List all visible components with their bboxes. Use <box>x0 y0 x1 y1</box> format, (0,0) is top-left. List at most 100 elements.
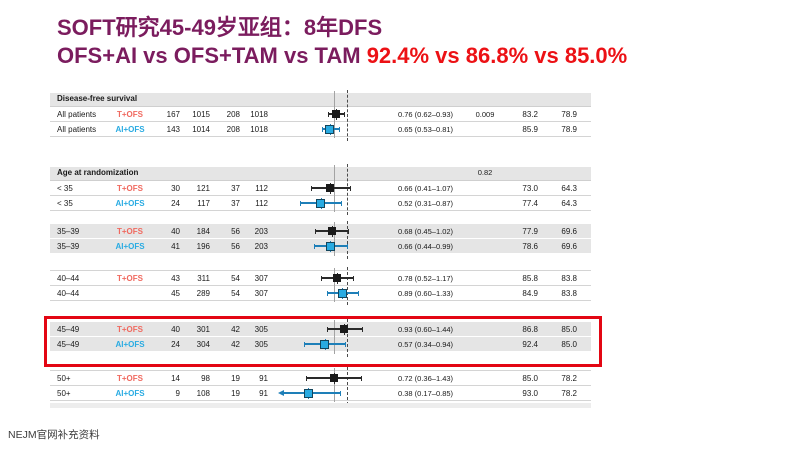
events-treatment: 14 <box>171 373 180 383</box>
slide-title: SOFT研究45-49岁亚组：8年DFS OFS+AI vs OFS+TAM v… <box>57 14 627 70</box>
events-control: 208 <box>226 124 240 134</box>
pct-8yr-treatment: 77.4 <box>522 198 538 208</box>
forest-row: < 35 AI+OFS 24 117 37 112 0.52 (0.31–0.8… <box>50 196 591 211</box>
p-interaction: 0.82 <box>477 168 493 177</box>
hazard-ratio-ci: 0.65 (0.53–0.81) <box>398 124 454 134</box>
forest-row: 50+ T+OFS 14 98 19 91 0.72 (0.36–1.43) 8… <box>50 370 591 386</box>
pct-8yr-treatment: 83.2 <box>522 109 538 119</box>
reference-line-hr1 <box>347 221 348 259</box>
overall-effect-line <box>334 368 335 402</box>
pct-8yr-treatment: 73.0 <box>522 183 538 193</box>
forest-section: Age at randomization 0.82 < 35 T+OFS 30 1… <box>50 164 591 215</box>
events-treatment: 43 <box>171 273 180 283</box>
forest-row: < 35 T+OFS 30 121 37 112 0.66 (0.41–1.07… <box>50 181 591 196</box>
ci-endcap <box>314 243 316 249</box>
highlight-box-45-49 <box>44 316 602 367</box>
forest-section: 45–49 T+OFS 40 301 42 305 0.93 (0.60–1.4… <box>50 319 591 357</box>
forest-row: 40–44 45 289 54 307 0.89 (0.60–1.33) 84.… <box>50 286 591 301</box>
pct-8yr-treatment: 92.4 <box>522 339 538 349</box>
section-title: Disease-free survival <box>57 94 138 103</box>
forest-section: 50+ T+OFS 14 98 19 91 0.72 (0.36–1.43) 8… <box>50 367 591 405</box>
treatment-label: T+OFS <box>116 226 143 236</box>
events-control: 56 <box>231 241 240 251</box>
section-header: Age at randomization 0.82 <box>50 167 591 181</box>
treatment-label: AI+OFS <box>115 124 145 134</box>
pct-8yr-control: 69.6 <box>561 226 577 236</box>
pct-8yr-control: 83.8 <box>561 273 577 283</box>
subgroup-label: 35–39 <box>57 226 80 236</box>
subgroup-label: < 35 <box>57 183 73 193</box>
reference-line-hr1 <box>347 367 348 405</box>
pct-8yr-control: 64.3 <box>561 198 577 208</box>
treatment-label: AI+OFS <box>115 198 145 208</box>
pct-8yr-treatment: 84.9 <box>522 288 538 298</box>
forest-row: 50+ AI+OFS 9 108 19 91 0.38 (0.17–0.85) … <box>50 386 591 401</box>
subgroup-label: 50+ <box>57 388 71 398</box>
pct-8yr-treatment: 86.8 <box>522 324 538 334</box>
hr-marker-blue <box>325 124 335 134</box>
reference-line-hr1 <box>347 267 348 305</box>
ci-endcap <box>341 200 343 206</box>
treatment-label: AI+OFS <box>115 339 145 349</box>
events-control: 19 <box>231 388 240 398</box>
hazard-ratio-ci: 0.68 (0.45–1.02) <box>398 226 454 236</box>
ci-endcap <box>315 228 317 234</box>
subgroup-label: 50+ <box>57 373 71 383</box>
events-treatment: 9 <box>175 388 180 398</box>
title-line1: SOFT研究45-49岁亚组：8年DFS <box>57 15 383 40</box>
hr-marker-blue <box>316 198 326 208</box>
forest-row: 45–49 T+OFS 40 301 42 305 0.93 (0.60–1.4… <box>50 322 591 337</box>
n-control: 305 <box>254 324 268 334</box>
pct-8yr-control: 69.6 <box>561 241 577 251</box>
hr-marker-blue <box>320 339 329 349</box>
ci-endcap <box>306 375 308 381</box>
title-line2-percentages: 92.4% vs 86.8% vs 85.0% <box>366 43 628 68</box>
section-title: Age at randomization <box>57 168 139 177</box>
n-treatment: 289 <box>196 288 210 298</box>
ci-endcap <box>349 185 351 191</box>
ci-endcap <box>338 126 340 132</box>
pct-8yr-control: 78.9 <box>561 124 577 134</box>
treatment-label: T+OFS <box>116 109 143 119</box>
pct-8yr-treatment: 77.9 <box>522 226 538 236</box>
n-control: 305 <box>254 339 268 349</box>
subgroup-label: 40–44 <box>57 288 80 298</box>
subgroup-label: 45–49 <box>57 324 80 334</box>
events-treatment: 40 <box>171 226 180 236</box>
hr-marker-black <box>326 184 335 192</box>
pct-8yr-control: 78.9 <box>561 109 577 119</box>
pct-8yr-control: 78.2 <box>561 373 577 383</box>
n-control: 1018 <box>250 109 268 119</box>
forest-row: All patients T+OFS 167 1015 208 1018 0.7… <box>50 107 591 122</box>
events-control: 42 <box>231 339 240 349</box>
events-control: 56 <box>231 226 240 236</box>
n-treatment: 196 <box>196 241 210 251</box>
ci-endcap <box>321 126 323 132</box>
hr-marker-black <box>332 110 341 118</box>
n-treatment: 121 <box>196 183 210 193</box>
n-control: 1018 <box>250 124 268 134</box>
forest-row: 40–44 T+OFS 43 311 54 307 0.78 (0.52–1.1… <box>50 270 591 286</box>
ci-endcap <box>344 111 346 117</box>
n-treatment: 1015 <box>192 109 210 119</box>
ci-endcap <box>340 390 342 396</box>
forest-row: All patients AI+OFS 143 1014 208 1018 0.… <box>50 122 591 137</box>
forest-row: 35–39 AI+OFS 41 196 56 203 0.66 (0.44–0.… <box>50 239 591 254</box>
hazard-ratio-ci: 0.66 (0.44–0.99) <box>398 241 454 251</box>
overall-effect-line <box>334 268 335 302</box>
events-control: 208 <box>226 109 240 119</box>
subgroup-label: 35–39 <box>57 241 80 251</box>
events-control: 54 <box>231 273 240 283</box>
pct-8yr-control: 85.0 <box>561 339 577 349</box>
hazard-ratio-ci: 0.78 (0.52–1.17) <box>398 273 454 283</box>
hr-marker-blue <box>325 241 335 251</box>
n-control: 112 <box>255 198 268 208</box>
events-treatment: 41 <box>171 241 180 251</box>
treatment-label: AI+OFS <box>115 241 145 251</box>
events-treatment: 45 <box>171 288 180 298</box>
pct-8yr-control: 85.0 <box>561 324 577 334</box>
n-treatment: 108 <box>196 388 210 398</box>
treatment-label: AI+OFS <box>115 388 145 398</box>
events-treatment: 24 <box>171 339 180 349</box>
